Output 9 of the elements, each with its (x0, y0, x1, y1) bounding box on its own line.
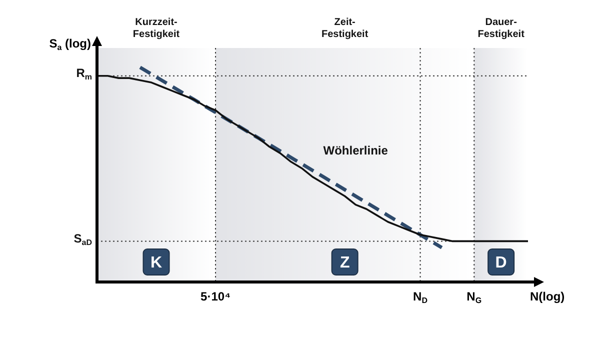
annotation: Wöhlerlinie (323, 143, 388, 158)
text: Kurzzeit- Festigkeit (132, 16, 180, 40)
x-axis-title: N(log) (530, 289, 565, 304)
annotation: D (495, 254, 507, 272)
band-label: Zeit- Festigkeit (321, 16, 369, 40)
text: Dauer- Festigkeit (478, 16, 526, 40)
x-tick-label: 5·10⁴ (200, 289, 231, 304)
annotation: Z (340, 254, 350, 272)
annotation: K (150, 254, 162, 272)
